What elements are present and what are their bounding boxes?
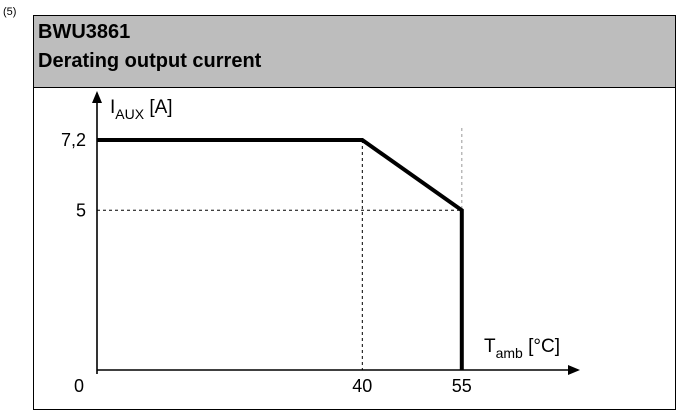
chart-title: Derating output current [38, 50, 262, 72]
device-name: BWU3861 [38, 21, 131, 43]
x-tick-label-0: 40 [352, 376, 372, 396]
origin-label: 0 [74, 376, 84, 396]
derating-chart: 7,2 5 40 55 0 IAUX [A] Tamb [°C] [61, 91, 580, 396]
footnote-marker: (5) [3, 6, 17, 18]
y-tick-label-1: 5 [76, 200, 86, 220]
derating-curve [97, 138, 464, 370]
chart-frame: BWU3861 Derating output current [33, 15, 676, 410]
chart-header: BWU3861 Derating output current [34, 16, 675, 88]
y-tick-label-0: 7,2 [61, 130, 86, 150]
axis-labels: 7,2 5 40 55 0 IAUX [A] Tamb [°C] [61, 97, 560, 396]
axes [92, 91, 580, 375]
series-layer [97, 138, 464, 370]
x-axis-label: Tamb [°C] [484, 336, 560, 361]
guide-lines [97, 128, 463, 370]
x-tick-label-1: 55 [452, 376, 472, 396]
y-axis-label: IAUX [A] [110, 97, 173, 122]
